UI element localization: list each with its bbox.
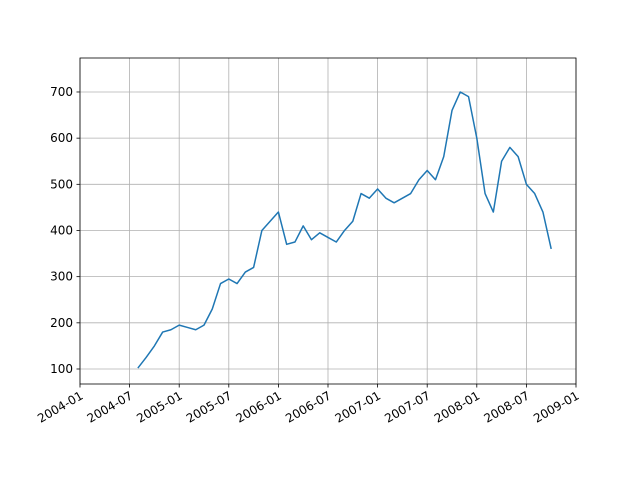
x-tick-label: 2007-07 xyxy=(382,388,432,425)
x-tick-label: 2007-01 xyxy=(333,388,383,425)
x-tick-label: 2008-07 xyxy=(481,388,531,425)
x-tick-label: 2005-07 xyxy=(184,388,234,425)
y-tick-label: 500 xyxy=(50,177,73,191)
x-tick-label: 2008-01 xyxy=(432,388,482,425)
x-tick-label: 2005-01 xyxy=(134,388,184,425)
x-tick-label: 2009-01 xyxy=(531,388,581,425)
axes-frame xyxy=(79,57,577,385)
y-tick-label: 100 xyxy=(50,362,73,376)
y-tick-label: 200 xyxy=(50,316,73,330)
y-tick-label: 700 xyxy=(50,85,73,99)
x-tick-label: 2004-07 xyxy=(85,388,135,425)
y-tick-label: 300 xyxy=(50,270,73,284)
x-tick-label: 2006-07 xyxy=(283,388,333,425)
y-tick-label: 600 xyxy=(50,131,73,145)
y-tick-label: 400 xyxy=(50,223,73,237)
x-tick-label: 2004-01 xyxy=(35,388,85,425)
x-tick-label: 2006-01 xyxy=(233,388,283,425)
data-line xyxy=(137,91,552,369)
